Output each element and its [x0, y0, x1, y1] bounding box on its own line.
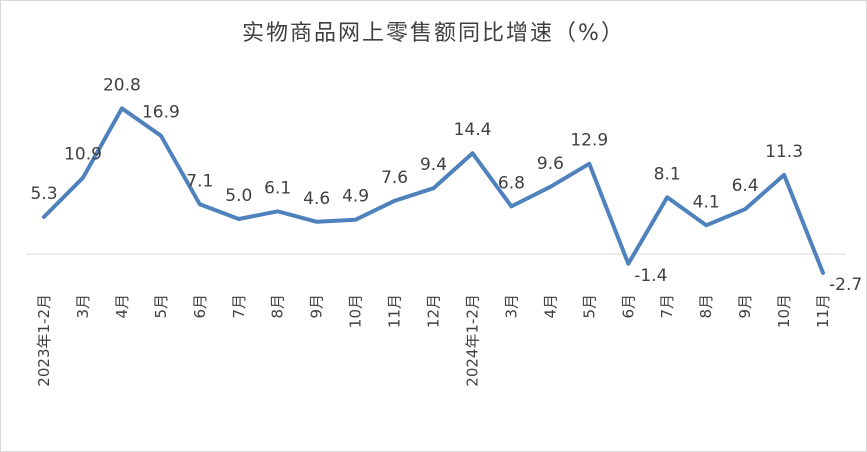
x-tick-label: 2023年1-2月 — [35, 294, 53, 387]
data-label: -2.7 — [829, 275, 862, 295]
data-label: 8.1 — [654, 164, 681, 184]
data-label: 9.6 — [537, 154, 564, 174]
data-label: 7.1 — [186, 171, 213, 191]
data-label: -1.4 — [634, 266, 667, 286]
x-tick-label: 10月 — [347, 294, 365, 328]
x-tick-label: 2024年1-2月 — [463, 294, 481, 387]
data-label: 7.6 — [381, 168, 408, 188]
data-label: 6.1 — [264, 178, 291, 198]
x-tick-label: 4月 — [113, 294, 131, 319]
x-tick-label: 9月 — [308, 294, 326, 319]
x-tick-label: 6月 — [619, 294, 637, 319]
x-tick-label: 3月 — [502, 294, 520, 319]
data-label: 10.9 — [64, 145, 102, 165]
data-label: 4.9 — [342, 187, 369, 207]
x-tick-label: 12月 — [425, 294, 443, 328]
x-tick-label: 10月 — [775, 294, 793, 328]
x-tick-label: 11月 — [814, 294, 832, 328]
x-tick-label: 8月 — [269, 294, 287, 319]
x-tick-label: 11月 — [386, 294, 404, 328]
data-label: 4.6 — [303, 189, 330, 209]
data-label: 6.8 — [498, 173, 525, 193]
x-tick-label: 4月 — [541, 294, 559, 319]
x-tick-label: 5月 — [152, 294, 170, 319]
x-tick-label: 8月 — [697, 294, 715, 319]
data-label: 14.4 — [454, 120, 492, 140]
data-label: 12.9 — [570, 131, 608, 151]
data-label: 9.4 — [420, 155, 447, 175]
x-tick-labels: 2023年1-2月 3月 4月 5月 6月 7月 8月 9月 10月 11月 12月 2024年1-2… — [35, 294, 832, 387]
data-label: 16.9 — [142, 103, 180, 123]
data-label: 5.3 — [30, 184, 57, 204]
x-tick-label: 7月 — [658, 294, 676, 319]
chart-title: 实物商品网上零售额同比增速（%） — [242, 21, 625, 46]
data-label: 20.8 — [103, 75, 141, 95]
x-tick-label: 3月 — [74, 294, 92, 319]
x-tick-label: 7月 — [230, 294, 248, 319]
data-label: 5.0 — [225, 186, 252, 206]
x-tick-label: 5月 — [580, 294, 598, 319]
data-label: 4.1 — [693, 192, 720, 212]
data-label: 11.3 — [765, 142, 803, 162]
series-line — [42, 106, 825, 275]
data-labels: 5.3 10.9 20.816.9 7.1 5.0 6.1 4.6 4.9 7.6 9.4 14.4… — [30, 75, 862, 295]
data-label: 6.4 — [732, 176, 759, 196]
x-tick-label: 9月 — [736, 294, 754, 319]
x-tick-label: 6月 — [191, 294, 209, 319]
